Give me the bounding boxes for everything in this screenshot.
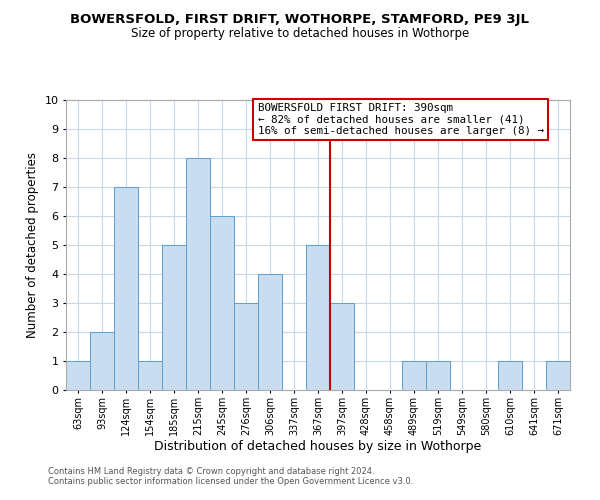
Text: BOWERSFOLD, FIRST DRIFT, WOTHORPE, STAMFORD, PE9 3JL: BOWERSFOLD, FIRST DRIFT, WOTHORPE, STAMF… (71, 12, 530, 26)
Bar (186, 158, 210, 390)
Text: Contains HM Land Registry data © Crown copyright and database right 2024.: Contains HM Land Registry data © Crown c… (48, 467, 374, 476)
Bar (306, 245, 330, 390)
Bar (498, 361, 522, 390)
Bar (66, 361, 90, 390)
Bar (210, 216, 234, 390)
Bar (138, 361, 162, 390)
Text: Contains public sector information licensed under the Open Government Licence v3: Contains public sector information licen… (48, 477, 413, 486)
Y-axis label: Number of detached properties: Number of detached properties (26, 152, 39, 338)
Bar (258, 274, 282, 390)
Bar (90, 332, 114, 390)
Text: Size of property relative to detached houses in Wothorpe: Size of property relative to detached ho… (131, 28, 469, 40)
Bar (330, 303, 354, 390)
Bar (546, 361, 570, 390)
Bar (114, 187, 138, 390)
X-axis label: Distribution of detached houses by size in Wothorpe: Distribution of detached houses by size … (154, 440, 482, 454)
Text: BOWERSFOLD FIRST DRIFT: 390sqm
← 82% of detached houses are smaller (41)
16% of : BOWERSFOLD FIRST DRIFT: 390sqm ← 82% of … (257, 103, 544, 136)
Bar (426, 361, 450, 390)
Bar (402, 361, 426, 390)
Bar (234, 303, 258, 390)
Bar (162, 245, 186, 390)
